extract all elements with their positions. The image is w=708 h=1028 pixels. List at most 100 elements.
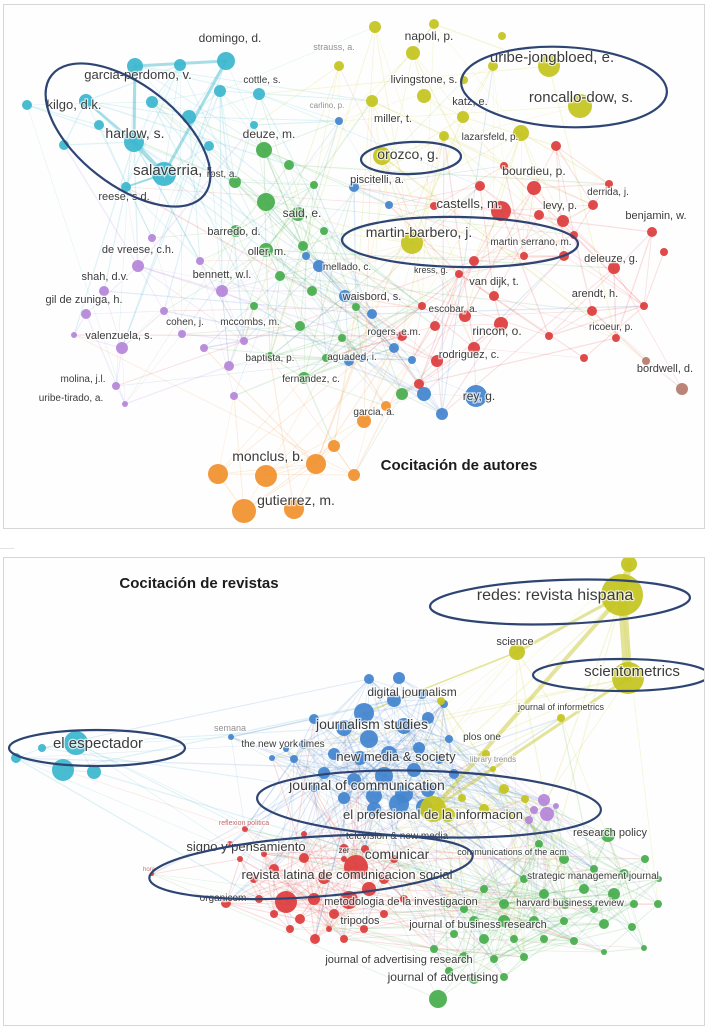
network-node — [580, 354, 588, 362]
network-edge — [436, 260, 475, 362]
network-node — [513, 125, 529, 141]
network-edge — [303, 377, 387, 407]
network-edge — [265, 249, 395, 349]
network-edge — [151, 101, 255, 126]
network-edge — [323, 772, 405, 795]
network-edge — [441, 135, 445, 415]
network-edge — [303, 204, 594, 379]
network-edge — [388, 185, 481, 206]
network-edge — [433, 948, 475, 980]
node-label: gil de zuniga, h. — [45, 294, 122, 306]
network-node — [539, 889, 549, 899]
node-label: comunicar — [365, 846, 430, 862]
network-edge — [348, 52, 414, 362]
network-edge — [303, 743, 450, 972]
network-edge — [563, 858, 646, 922]
network-edge — [318, 186, 355, 267]
network-edge — [285, 718, 315, 903]
network-edge — [121, 310, 165, 349]
network-edge — [265, 249, 313, 292]
network-edge — [299, 325, 413, 361]
annotation-ellipse — [340, 215, 580, 269]
network-edge — [137, 265, 357, 308]
network-edge — [221, 230, 237, 292]
network-edge — [353, 186, 435, 207]
network-edge — [438, 758, 595, 870]
node-label: uribe-jongbloed, e. — [490, 49, 614, 66]
page-divider — [0, 548, 14, 549]
network-edge — [244, 787, 315, 830]
network-edge — [383, 703, 445, 777]
network-node — [367, 309, 377, 319]
node-label: plos one — [463, 732, 501, 743]
network-edge — [333, 753, 575, 942]
network-node — [328, 440, 340, 452]
network-edge — [225, 902, 291, 930]
network-node — [455, 270, 463, 278]
network-edge — [463, 908, 575, 942]
network-edge — [333, 868, 595, 915]
network-edge — [289, 898, 315, 930]
network-edge — [303, 797, 345, 859]
network-edge — [325, 337, 343, 359]
network-node — [367, 802, 381, 816]
network-edge — [418, 747, 494, 770]
network-edge — [333, 306, 357, 447]
network-node — [529, 916, 539, 926]
network-edge — [393, 699, 415, 771]
network-node — [38, 744, 46, 752]
network-edge — [418, 260, 475, 385]
network-node — [520, 875, 528, 883]
network-node — [347, 773, 361, 787]
network-edge — [520, 132, 610, 185]
network-node — [441, 901, 447, 907]
network-edge — [513, 878, 525, 940]
network-edge — [463, 888, 485, 910]
network-node — [116, 342, 128, 354]
network-node — [408, 356, 416, 364]
network-edge — [427, 717, 449, 816]
network-edge — [217, 377, 305, 475]
network-node — [551, 141, 561, 151]
network-node — [87, 765, 101, 779]
journal-cocitation-network: redes: revista hispana science scientometr… — [7, 558, 704, 1008]
network-node — [579, 884, 589, 894]
network-edge — [432, 808, 455, 935]
network-edge — [265, 445, 335, 477]
network-edge — [151, 101, 265, 151]
network-node — [259, 243, 273, 257]
network-edge — [523, 873, 625, 880]
network-node — [313, 260, 325, 272]
network-edge — [607, 834, 645, 949]
network-edge — [273, 857, 305, 870]
network-edge — [533, 145, 557, 189]
network-edge — [303, 678, 370, 745]
network-edge — [263, 149, 390, 206]
network-edge — [363, 100, 373, 422]
network-edge — [348, 214, 540, 362]
network-edge — [244, 758, 295, 830]
network-edge — [98, 124, 236, 183]
network-node — [99, 286, 109, 296]
network-edge — [555, 805, 625, 875]
network-node — [369, 21, 381, 33]
network-edge — [199, 260, 301, 327]
network-node — [601, 574, 643, 616]
network-edge — [421, 305, 475, 349]
network-edge — [303, 833, 330, 930]
network-node — [628, 923, 636, 931]
network-edge — [533, 920, 605, 953]
network-node — [299, 739, 309, 749]
network-edge — [137, 265, 395, 349]
network-edge — [217, 395, 235, 475]
network-node — [612, 334, 620, 342]
network-edge — [269, 356, 413, 361]
network-node — [436, 408, 448, 420]
network-node — [557, 714, 565, 722]
network-edge — [353, 135, 445, 188]
network-edge — [314, 877, 325, 940]
network-edge — [328, 788, 505, 930]
network-node — [641, 855, 649, 863]
network-edge — [363, 700, 442, 714]
